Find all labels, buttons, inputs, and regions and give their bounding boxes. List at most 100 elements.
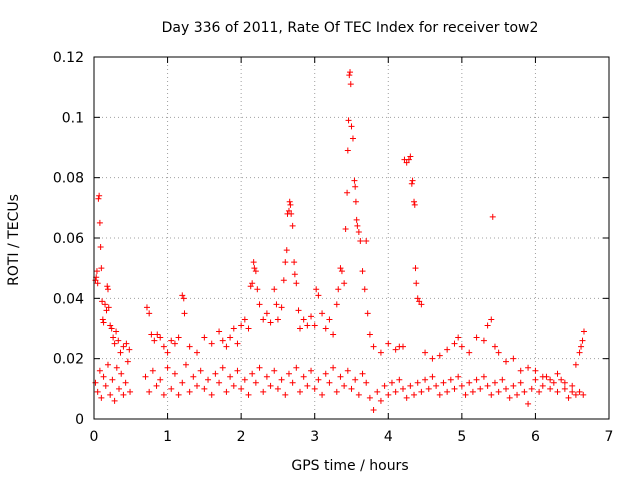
data-point xyxy=(104,361,111,368)
data-point xyxy=(111,340,118,347)
data-point xyxy=(447,376,454,383)
data-point xyxy=(179,379,186,386)
data-point xyxy=(311,385,318,392)
data-point xyxy=(99,316,106,323)
data-point xyxy=(458,382,465,389)
data-point xyxy=(333,388,340,395)
data-point xyxy=(285,207,292,214)
y-tick-label: 0.08 xyxy=(53,171,84,187)
data-point xyxy=(366,394,373,401)
data-point xyxy=(532,376,539,383)
data-point xyxy=(579,337,586,344)
data-point xyxy=(103,307,110,314)
data-point xyxy=(462,391,469,398)
data-point xyxy=(127,388,134,395)
data-point xyxy=(347,69,354,76)
data-point xyxy=(347,81,354,88)
x-tick-label: 0 xyxy=(90,429,99,445)
data-point xyxy=(219,364,226,371)
data-point xyxy=(245,325,252,332)
data-point xyxy=(313,286,320,293)
data-point xyxy=(429,355,436,362)
data-point xyxy=(348,123,355,130)
data-point xyxy=(116,385,123,392)
data-point xyxy=(171,370,178,377)
data-point xyxy=(102,301,109,308)
data-point xyxy=(283,247,290,254)
data-point xyxy=(315,376,322,383)
data-point xyxy=(411,391,418,398)
data-point xyxy=(409,177,416,184)
data-point xyxy=(506,394,513,401)
data-point xyxy=(118,370,125,377)
data-point xyxy=(216,328,223,335)
data-point xyxy=(98,265,105,272)
data-point xyxy=(105,304,112,311)
data-point xyxy=(355,228,362,235)
data-point xyxy=(326,316,333,323)
data-point xyxy=(289,222,296,229)
data-point xyxy=(403,394,410,401)
y-axis-label: ROTI / TECUs xyxy=(6,194,22,286)
data-point xyxy=(547,376,554,383)
x-tick-label: 1 xyxy=(163,429,172,445)
data-point xyxy=(124,358,131,365)
data-point xyxy=(212,370,219,377)
data-point xyxy=(113,364,120,371)
data-point xyxy=(285,370,292,377)
data-point xyxy=(194,382,200,389)
data-point xyxy=(436,391,443,398)
x-tick-label: 3 xyxy=(310,429,319,445)
y-tick-label: 0.12 xyxy=(53,50,84,66)
data-point xyxy=(295,307,302,314)
data-point xyxy=(418,388,425,395)
data-point xyxy=(241,316,248,323)
data-point xyxy=(363,238,370,245)
data-point xyxy=(569,382,576,389)
data-points xyxy=(92,69,587,413)
data-point xyxy=(164,349,171,356)
x-tick-label: 2 xyxy=(237,429,246,445)
data-point xyxy=(345,117,352,124)
data-point xyxy=(491,343,498,350)
data-point xyxy=(102,382,109,389)
data-point xyxy=(353,216,360,223)
data-point xyxy=(525,400,532,407)
grid xyxy=(93,56,610,420)
data-point xyxy=(122,379,129,386)
data-point xyxy=(190,373,197,380)
data-point xyxy=(216,379,223,386)
data-point xyxy=(484,322,491,329)
data-point xyxy=(337,265,344,272)
data-point xyxy=(94,280,101,287)
data-point xyxy=(157,334,164,341)
data-point xyxy=(201,385,208,392)
data-point xyxy=(267,319,274,326)
data-point xyxy=(247,283,254,290)
data-point xyxy=(149,367,156,374)
data-point xyxy=(154,331,161,338)
data-point xyxy=(569,388,576,395)
data-point xyxy=(123,340,130,347)
data-point xyxy=(348,385,355,392)
data-point xyxy=(304,382,311,389)
data-point xyxy=(282,259,289,266)
data-point xyxy=(98,394,105,401)
data-point xyxy=(194,349,200,356)
data-point xyxy=(458,343,465,350)
data-point xyxy=(444,388,451,395)
data-point xyxy=(223,388,230,395)
data-point xyxy=(341,280,348,287)
data-point xyxy=(96,367,103,374)
data-point xyxy=(280,277,287,284)
data-point xyxy=(388,379,395,386)
data-point xyxy=(92,379,99,386)
data-point xyxy=(208,391,215,398)
data-point xyxy=(354,222,361,229)
data-point xyxy=(311,322,318,329)
data-point xyxy=(115,337,122,344)
data-point xyxy=(326,379,333,386)
data-point xyxy=(249,280,256,287)
data-point xyxy=(148,331,155,338)
